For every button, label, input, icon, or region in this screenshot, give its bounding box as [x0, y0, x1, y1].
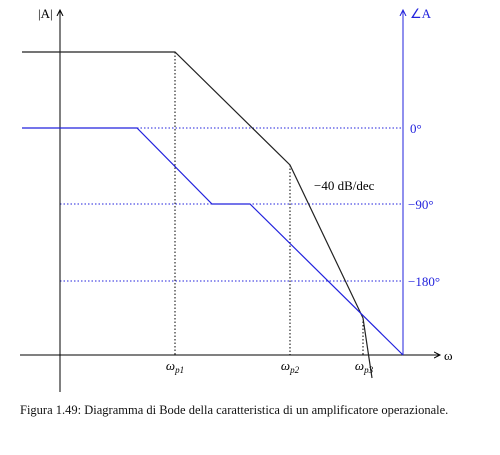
- magnitude-curve: [22, 51, 373, 379]
- phase-level: −180°: [408, 274, 440, 289]
- phase-curve: [22, 127, 404, 356]
- phase-label: ∠A: [410, 6, 432, 21]
- pole-guides: [174, 52, 364, 355]
- caption: Figura 1.49: Diagramma di Bode della car…: [20, 403, 449, 417]
- pole-subscript: p3: [363, 365, 374, 375]
- pole-subscript: p2: [289, 365, 300, 375]
- pole-symbol: ω: [355, 358, 364, 373]
- phase-level: −90°: [408, 197, 434, 212]
- frequency-label: ω: [444, 348, 453, 363]
- pole-labels: ωp1 ωp2 ωp3: [166, 358, 374, 375]
- pole-symbol: ω: [166, 358, 175, 373]
- slope-annotation: −40 dB/dec: [314, 178, 375, 193]
- pole-symbol: ω: [281, 358, 290, 373]
- pole-label: ωp3: [355, 358, 374, 375]
- pole-label: ωp2: [281, 358, 300, 375]
- pole-subscript: p1: [174, 365, 184, 375]
- bode-diagram: |A| ∠A ω 0° −90° −180° −40 dB/dec ωp1 ωp2…: [20, 6, 453, 392]
- phase-level: 0°: [410, 121, 422, 136]
- magnitude-label: |A|: [38, 6, 53, 21]
- pole-label: ωp1: [166, 358, 184, 375]
